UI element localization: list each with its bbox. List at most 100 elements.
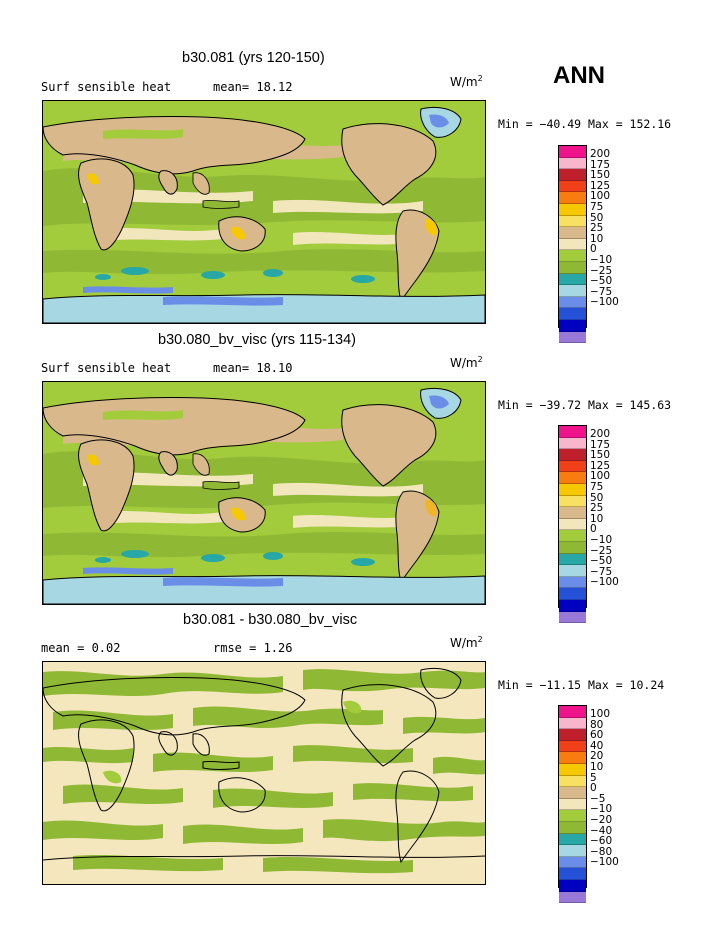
- panel1-title: b30.081 (yrs 120-150): [182, 50, 325, 66]
- colorbar-swatch: [559, 798, 586, 811]
- colorbar-tick-label: 20: [590, 750, 604, 763]
- colorbar-swatch: [559, 285, 586, 297]
- colorbar-swatch: [559, 565, 586, 577]
- colorbar-tick-label: −5: [590, 792, 606, 805]
- panel2-colorbar-ticks: 200 175 150 125 100 75 50 25 10 0 −10 −25 −50 −75 −100: [590, 429, 650, 619]
- colorbar-tick-label: 50: [590, 211, 604, 224]
- colorbar-swatch: [559, 507, 586, 519]
- colorbar-tick-label: 5: [590, 771, 597, 784]
- colorbar-swatch: [559, 460, 586, 473]
- colorbar-tick-label: −50: [590, 555, 613, 568]
- colorbar-swatch: [559, 261, 586, 274]
- colorbar-tick-label: 100: [590, 708, 611, 720]
- colorbar-swatch: [559, 763, 586, 776]
- panel3-units: W/m2: [450, 635, 483, 650]
- panel3-title: b30.081 - b30.080_bv_visc: [183, 612, 358, 628]
- colorbar-swatch: [559, 426, 586, 438]
- colorbar-swatch: [559, 787, 586, 799]
- colorbar-tick-label: 150: [590, 169, 611, 182]
- colorbar-swatch: [559, 821, 586, 834]
- colorbar-swatch: [559, 833, 586, 846]
- panel1-colorbar-ticks: 200 175 150 125 100 75 50 25 10 0 −10 −25 −50 −75 −100: [590, 149, 650, 339]
- colorbar-tick-label: −20: [590, 814, 613, 826]
- panel2-title: b30.080_bv_visc (yrs 115-134): [158, 332, 357, 348]
- colorbar-swatch: [559, 810, 586, 822]
- colorbar-swatch: [559, 449, 586, 461]
- colorbar-swatch: [559, 273, 586, 286]
- colorbar-swatch: [559, 518, 586, 531]
- colorbar-swatch: [559, 740, 586, 753]
- colorbar-swatch: [559, 717, 586, 730]
- colorbar-tick-label: −10: [590, 803, 613, 816]
- panel2-colorbar: [558, 425, 587, 624]
- colorbar-swatch: [559, 180, 586, 193]
- colorbar-swatch: [559, 296, 586, 309]
- colorbar-swatch: [559, 891, 586, 904]
- colorbar-swatch: [559, 331, 586, 344]
- colorbar-swatch: [559, 588, 586, 600]
- colorbar-tick-label: −75: [590, 285, 613, 298]
- colorbar-tick-label: 40: [590, 739, 604, 752]
- panel1-minmax: Min = −40.49 Max = 152.16: [498, 117, 672, 131]
- panel1-mean-label: mean= 18.12: [213, 80, 293, 94]
- colorbar-swatch: [559, 553, 586, 566]
- panel2-minmax: Min = −39.72 Max = 145.63: [498, 398, 672, 412]
- panel3-minmax: Min = −11.15 Max = 10.24: [498, 678, 665, 692]
- colorbar-swatch: [559, 729, 586, 741]
- colorbar-swatch: [559, 599, 586, 612]
- colorbar-swatch: [559, 203, 586, 216]
- colorbar-swatch: [559, 227, 586, 239]
- colorbar-swatch: [559, 192, 586, 204]
- panel3-colorbar-ticks: 100 80 60 40 20 10 5 0 −5 −10 −20 −40 −60 −80 −100: [590, 709, 650, 899]
- colorbar-tick-label: 200: [590, 148, 611, 160]
- colorbar-swatch: [559, 845, 586, 857]
- colorbar-swatch: [559, 437, 586, 450]
- colorbar-tick-label: 25: [590, 222, 604, 235]
- colorbar-tick-label: 0: [590, 523, 597, 536]
- colorbar-tick-label: 125: [590, 459, 611, 472]
- panel2-map: [42, 381, 486, 605]
- colorbar-tick-label: −100: [590, 856, 619, 869]
- colorbar-tick-label: −50: [590, 275, 613, 288]
- colorbar-tick-label: 200: [590, 428, 611, 440]
- panel2-mean-label: mean= 18.10: [213, 361, 293, 375]
- colorbar-tick-label: −40: [590, 824, 613, 837]
- panel1-field-label: Surf sensible heat: [41, 80, 172, 94]
- colorbar-swatch: [559, 775, 586, 788]
- colorbar-swatch: [559, 146, 586, 158]
- colorbar-tick-label: −10: [590, 534, 613, 546]
- colorbar-tick-label: 125: [590, 179, 611, 192]
- colorbar-tick-label: −80: [590, 845, 613, 858]
- colorbar-tick-label: 100: [590, 470, 611, 483]
- colorbar-tick-label: −100: [590, 576, 619, 589]
- colorbar-tick-label: 25: [590, 502, 604, 515]
- colorbar-tick-label: −60: [590, 835, 613, 848]
- colorbar-tick-label: 100: [590, 190, 611, 203]
- colorbar-tick-label: 150: [590, 449, 611, 462]
- colorbar-tick-label: 175: [590, 438, 611, 451]
- colorbar-tick-label: 75: [590, 201, 604, 213]
- panel1-colorbar: [558, 145, 587, 344]
- colorbar-swatch: [559, 611, 586, 624]
- colorbar-swatch: [559, 868, 586, 880]
- colorbar-swatch: [559, 576, 586, 589]
- colorbar-tick-label: 60: [590, 729, 604, 742]
- colorbar-swatch: [559, 308, 586, 320]
- colorbar-swatch: [559, 541, 586, 554]
- colorbar-swatch: [559, 169, 586, 181]
- colorbar-swatch: [559, 157, 586, 170]
- colorbar-swatch: [559, 483, 586, 496]
- colorbar-swatch: [559, 250, 586, 262]
- colorbar-tick-label: 10: [590, 761, 604, 773]
- colorbar-tick-label: 10: [590, 232, 604, 245]
- panel1-units: W/m2: [450, 74, 483, 89]
- colorbar-swatch: [559, 530, 586, 542]
- colorbar-swatch: [559, 215, 586, 228]
- colorbar-tick-label: 175: [590, 158, 611, 171]
- colorbar-swatch: [559, 319, 586, 332]
- panel3-colorbar: [558, 705, 587, 904]
- colorbar-swatch: [559, 856, 586, 869]
- colorbar-swatch: [559, 706, 586, 718]
- colorbar-tick-label: 80: [590, 718, 604, 731]
- panel3-map: [42, 661, 486, 885]
